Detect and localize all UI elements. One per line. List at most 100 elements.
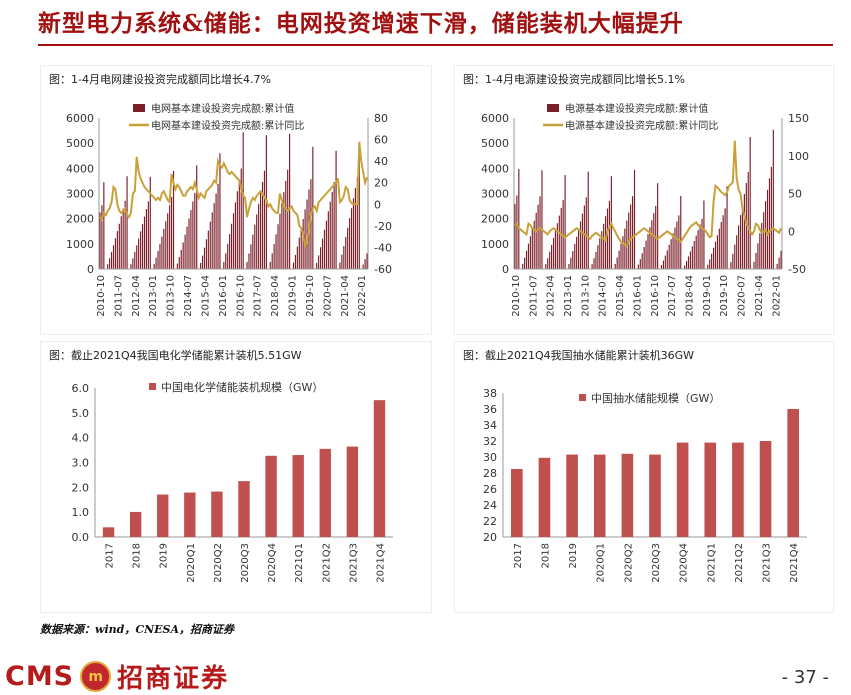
bar-2015-7 <box>209 221 211 269</box>
bar-2022-4 <box>366 253 368 269</box>
bar-2021-4 <box>343 246 345 269</box>
bar-2012-7 <box>554 230 557 269</box>
bar-2011-6 <box>529 236 531 269</box>
y-left-tick-label: 4000 <box>481 162 509 175</box>
bar-2016-2 <box>637 264 639 269</box>
x-tick-label: 2016-10 <box>235 275 246 317</box>
y-left-tick-label: 1000 <box>66 238 94 251</box>
bar-2020Q3 <box>649 454 661 537</box>
bar-2012-6 <box>138 238 140 269</box>
bar-2015-3 <box>201 255 204 269</box>
bar-2012-4 <box>549 251 551 269</box>
chart-title-electrochemical: 图：截止2021Q4我国电化学储能累计装机5.51GW <box>49 349 302 362</box>
bar-2012-8 <box>556 223 558 269</box>
bar-2018-3 <box>685 261 688 269</box>
bar-2018-4 <box>273 244 275 269</box>
bar-2015-12 <box>633 169 636 269</box>
bar-2013-12 <box>172 171 175 269</box>
chart-panel-electrochemical-storage: 图：截止2021Q4我国电化学储能累计装机5.51GW 0.0 1.0 2.0 3.0… <box>40 341 432 613</box>
bar-2014-5 <box>182 242 184 269</box>
chart-pumped-hydro-storage: 20 22 24 26 28 30 32 34 36 38 2017 2018 2019 2020Q1 20… <box>483 387 807 583</box>
bar-2016-9 <box>651 220 653 269</box>
chart-title-source: 图：1-4月电源建设投资完成额同比增长5.1% <box>463 73 685 86</box>
bar-2015-6 <box>622 236 624 269</box>
x-tick-label: 2011-07 <box>113 275 124 317</box>
y-tick-label: 1.0 <box>72 506 90 519</box>
x-tick-label: 2021Q1 <box>706 543 717 583</box>
title-rule <box>38 44 833 46</box>
bar-2022-4 <box>780 250 782 269</box>
bar-2017-10 <box>261 181 264 269</box>
y-right-tick-label: -20 <box>374 220 392 233</box>
bar-2021-7 <box>349 218 351 269</box>
y-right-tick-label: -40 <box>374 241 392 254</box>
bar-2015-4 <box>618 250 620 269</box>
y-right-tick-label: 50 <box>788 188 802 201</box>
bar-2012-12 <box>149 176 151 269</box>
x-tick-label: 2016-10 <box>650 275 661 317</box>
bar-2019-11 <box>724 208 726 269</box>
bar-2011-3 <box>524 257 526 269</box>
y-left-tick-label: 6000 <box>481 112 509 125</box>
bar-2019-10 <box>722 215 724 269</box>
x-tick-label: 2020Q2 <box>623 543 634 583</box>
bar-2021Q4 <box>787 409 799 537</box>
x-tick-label: 2014-07 <box>183 275 194 317</box>
bar-2011-9 <box>535 212 537 269</box>
y-left-tick-label: 0 <box>87 263 94 276</box>
chart-panel-source-investment: 图：1-4月电源建设投资完成额同比增长5.1% 0 1000 2000 3000 400… <box>454 65 834 335</box>
bar-2016-5 <box>643 247 645 269</box>
bar-2021Q3 <box>759 441 772 537</box>
bar-2021-12 <box>772 129 774 269</box>
x-tick-label: 2013-10 <box>580 275 591 317</box>
bar-2020Q4 <box>265 455 277 537</box>
bar-2017-5 <box>252 234 254 269</box>
bar-2011-11 <box>124 200 126 269</box>
y-right-tick-label: 100 <box>788 150 809 163</box>
page-title: 新型电力系统&储能：电网投资增速下滑，储能装机大幅提升 <box>38 10 684 37</box>
bar-2017-3 <box>662 260 665 269</box>
bar-2013-7 <box>163 228 165 269</box>
bar-2018-10 <box>285 180 287 269</box>
bar-2018-2 <box>269 261 271 269</box>
bar-2019-5 <box>712 247 715 269</box>
bar-2014-7 <box>601 231 603 269</box>
y-left-tick-label: 2000 <box>66 213 94 226</box>
bar-2012-2 <box>545 264 547 269</box>
bar-2021-3 <box>341 254 343 269</box>
y-right-tick-label: 0 <box>374 198 381 211</box>
bar-2013-5 <box>574 244 576 269</box>
bar-2016-10 <box>653 213 655 269</box>
bar-2012-10 <box>560 207 562 269</box>
bar-2013-9 <box>581 213 584 269</box>
bar-2018-12 <box>703 200 705 269</box>
bar-2012-4 <box>134 252 136 269</box>
bar-2016-6 <box>645 240 647 269</box>
bar-2019-11 <box>310 179 312 269</box>
bar-2020-6 <box>738 225 740 269</box>
bar-2017-12 <box>680 196 682 269</box>
bar-2011-12 <box>126 176 128 269</box>
bar-2017 <box>511 469 523 537</box>
y-tick-label: 24 <box>483 499 497 512</box>
bar-2015-11 <box>217 183 219 269</box>
bar-2020Q1 <box>593 454 606 537</box>
x-tick-label: 2019 <box>159 543 170 568</box>
legend-label: 中国电化学储能装机规模（GW） <box>161 380 323 394</box>
yoy-line <box>514 140 782 248</box>
bar-2020-10 <box>331 192 333 269</box>
bar-2020-12 <box>749 137 751 269</box>
bar-2016-3 <box>225 253 227 269</box>
chart-panel-pumped-hydro-storage: 图：截止2021Q4我国抽水储能累计装机36GW 20 22 24 26 28 30 32 3… <box>454 341 834 613</box>
chart-title-grid: 图：1-4月电网建设投资完成额同比增长4.7% <box>49 73 271 86</box>
bar-2020-2 <box>316 262 318 269</box>
bar-2019-7 <box>716 235 718 269</box>
bar-2011-12 <box>541 170 543 269</box>
bar-2019-6 <box>714 241 717 269</box>
bar-2019-6 <box>300 228 302 269</box>
bar-2021Q3 <box>346 446 359 537</box>
bar-2014-11 <box>194 192 196 269</box>
y-tick-label: 3.0 <box>72 457 90 470</box>
bar-2016-4 <box>641 253 643 269</box>
bar-2010-12 <box>518 169 520 269</box>
